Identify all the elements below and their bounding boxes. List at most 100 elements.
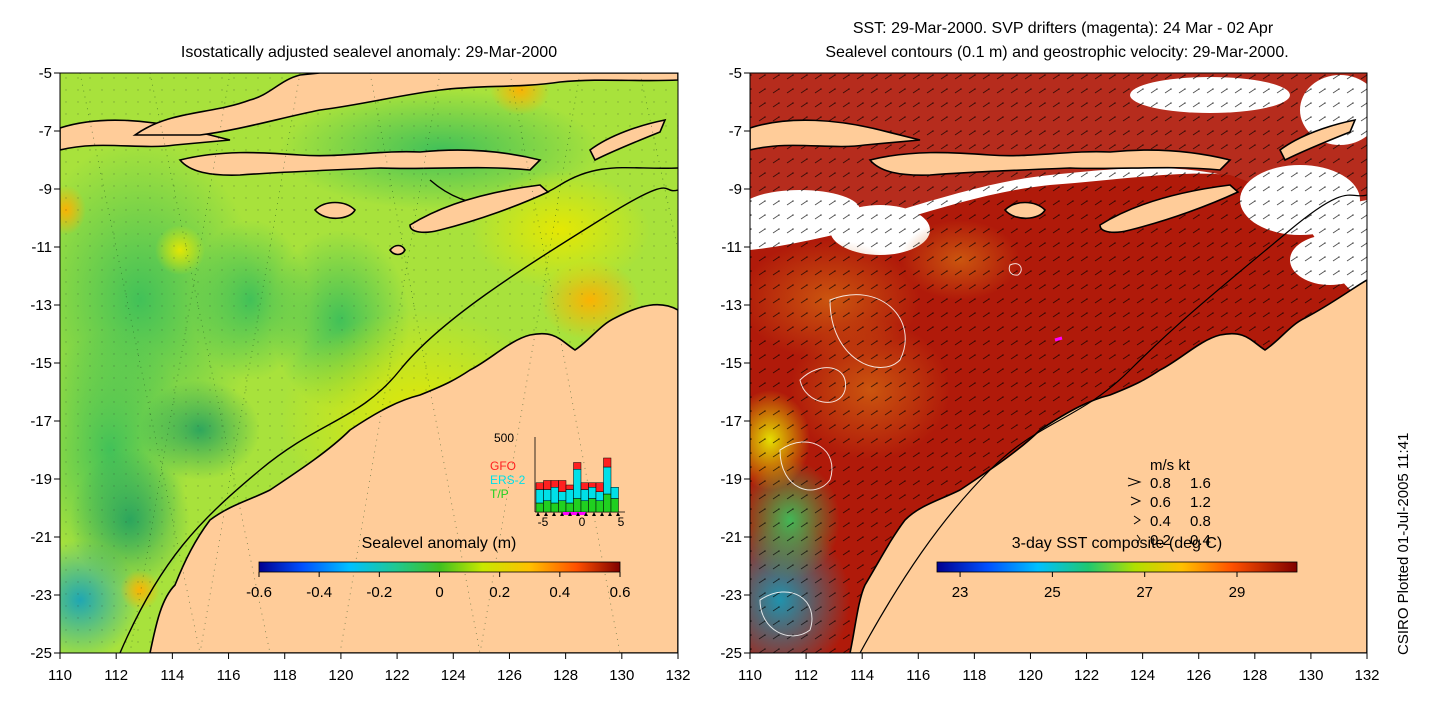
right-y-tick-label: -17: [720, 413, 742, 430]
left-y-tick-label: -11: [31, 239, 52, 256]
inset-bar-ers: [588, 487, 597, 499]
right-colorbar-label: 3-day SST composite (deg C): [1012, 535, 1222, 552]
inset-bar-tp: [550, 502, 559, 513]
inset-tick-marker: [616, 512, 620, 516]
right-colorbar: 3-day SST composite (deg C) 23 25 27 29: [936, 535, 1298, 601]
inset-bar-gfo: [550, 480, 559, 488]
left-y-tick-label: -21: [30, 529, 52, 546]
speed-legend-arrow: [1136, 534, 1141, 544]
inset-bar-ers: [565, 489, 574, 504]
left-colorbar-bar: [258, 561, 621, 573]
inset-bar-tp: [595, 500, 604, 513]
right-x-tick-label: 114: [850, 667, 874, 684]
right-y-tick-label: -9: [729, 181, 742, 198]
inset-tick-marker: [552, 512, 556, 516]
right-y-tick-label: -21: [720, 529, 742, 546]
inset-ymax-label: 500: [494, 431, 514, 445]
left-y-tick-label: -23: [30, 587, 52, 604]
inset-bar-ers: [535, 489, 544, 504]
right-y-tick-label: -11: [721, 239, 742, 256]
shelf-contour-right: [859, 194, 1367, 653]
inset-bar-gfo: [558, 480, 567, 492]
speed-legend-ms: 0.6: [1150, 494, 1171, 511]
inset-legend-ers-2: ERS-2: [490, 473, 526, 487]
inset-bar-gfo: [603, 457, 612, 468]
left-x-tick-label: 126: [497, 667, 522, 684]
right-colorbar-bar: [936, 561, 1298, 573]
left-y-tick-label: -9: [39, 181, 52, 198]
inset-bar-gfo: [573, 462, 582, 470]
speed-legend-ms: 0.8: [1150, 475, 1171, 492]
left-y-tick-label: -7: [39, 123, 52, 140]
inset-tick-marker: [544, 512, 548, 516]
inset-bar-gfo: [535, 482, 544, 490]
inset-legend-gfo: GFO: [490, 459, 516, 473]
inset-bar-ers: [595, 491, 604, 501]
left-x-tick-label: 112: [104, 667, 128, 684]
left-x-tick-label: 116: [217, 667, 241, 684]
inset-bar-ers: [543, 489, 552, 501]
inset-bar-tp: [565, 502, 574, 513]
inset-bar-ers: [558, 491, 567, 501]
inset-bar-ers: [580, 489, 589, 501]
altimeter-tracks: [79, 73, 678, 653]
right-panel-title-line1: SST: 29-Mar-2000. SVP drifters (magenta)…: [853, 20, 1274, 37]
speed-legend-ms: 0.4: [1150, 513, 1171, 530]
inset-tick-marker: [608, 512, 612, 516]
right-x-tick-label: 128: [1242, 667, 1267, 684]
inset-tick-marker: [560, 512, 564, 516]
right-x-tick-label: 122: [1074, 667, 1099, 684]
inset-bar-ers: [550, 487, 559, 504]
inset-x-tick-label: -5: [538, 515, 549, 529]
right-x-tick-label: 118: [962, 667, 986, 684]
speed-legend-kt: 0.4: [1190, 532, 1211, 549]
speed-legend-kt: 1.2: [1190, 494, 1211, 511]
left-y-tick-label: -5: [39, 65, 52, 82]
inset-bar-gfo: [588, 482, 597, 488]
right-y-tick-label: -25: [720, 645, 742, 662]
inset-bar-tp: [603, 493, 612, 513]
indonesia-islands-right: [750, 118, 1357, 234]
left-x-tick-label: 124: [441, 667, 466, 684]
right-cb-tick-label: 23: [952, 584, 969, 601]
right-y-tick-label: -5: [729, 65, 742, 82]
inset-bar-tp: [573, 498, 582, 513]
left-axes: 110 112 114 116 118 120 122 124 126 128 130 132 -5 -7…: [30, 65, 690, 684]
inset-x-tick-label: 0: [579, 515, 586, 529]
right-y-tick-label: -23: [720, 587, 742, 604]
right-x-tick-label: 116: [906, 667, 930, 684]
left-cb-tick-label: -0.2: [366, 584, 392, 601]
left-x-tick-label: 130: [609, 667, 634, 684]
right-colorbar-ticks: 23 25 27 29: [952, 572, 1245, 601]
left-y-tick-label: -17: [30, 413, 52, 430]
shelf-contour: [119, 187, 678, 653]
inset-bar-ers: [610, 487, 619, 499]
speed-legend-arrow: [1133, 515, 1141, 525]
right-y-tick-label: -15: [720, 355, 742, 372]
right-x-tick-label: 120: [1018, 667, 1043, 684]
right-x-tick-label: 132: [1354, 667, 1379, 684]
left-y-tick-label: -15: [30, 355, 52, 372]
right-x-tick-label: 130: [1298, 667, 1323, 684]
speed-legend-arrow: [1130, 496, 1142, 506]
inset-tick-marker: [584, 512, 588, 516]
velocity-speed-legend: m/s kt 0.8 1.6 0.6 1.2 0.4 0.8 0.2 0.4: [1127, 457, 1211, 549]
left-cb-tick-label: -0.6: [246, 584, 272, 601]
right-y-tick-label: -13: [720, 297, 742, 314]
right-x-tick-label: 126: [1186, 667, 1211, 684]
speed-legend-header: m/s kt: [1150, 457, 1191, 474]
inset-tick-marker: [568, 512, 572, 516]
svp-drifter-track: [1054, 336, 1063, 342]
inset-bar-tp: [610, 498, 619, 513]
inset-bar-gfo: [580, 482, 589, 490]
left-panel-title: Isostatically adjusted sealevel anomaly:…: [181, 44, 557, 61]
right-x-tick-label: 124: [1130, 667, 1155, 684]
left-cb-tick-label: 0: [435, 584, 443, 601]
right-y-tick-label: -7: [729, 123, 742, 140]
left-colorbar: Sealevel anomaly (m) -0.6 -0.4 -0.2 0 0.2 0.4…: [246, 535, 630, 601]
inset-tick-marker: [576, 512, 580, 516]
left-cb-tick-label: 0.6: [610, 584, 631, 601]
right-panel-title-line2: Sealevel contours (0.1 m) and geostrophi…: [825, 44, 1288, 61]
inset-drifter-marker: [563, 512, 586, 515]
